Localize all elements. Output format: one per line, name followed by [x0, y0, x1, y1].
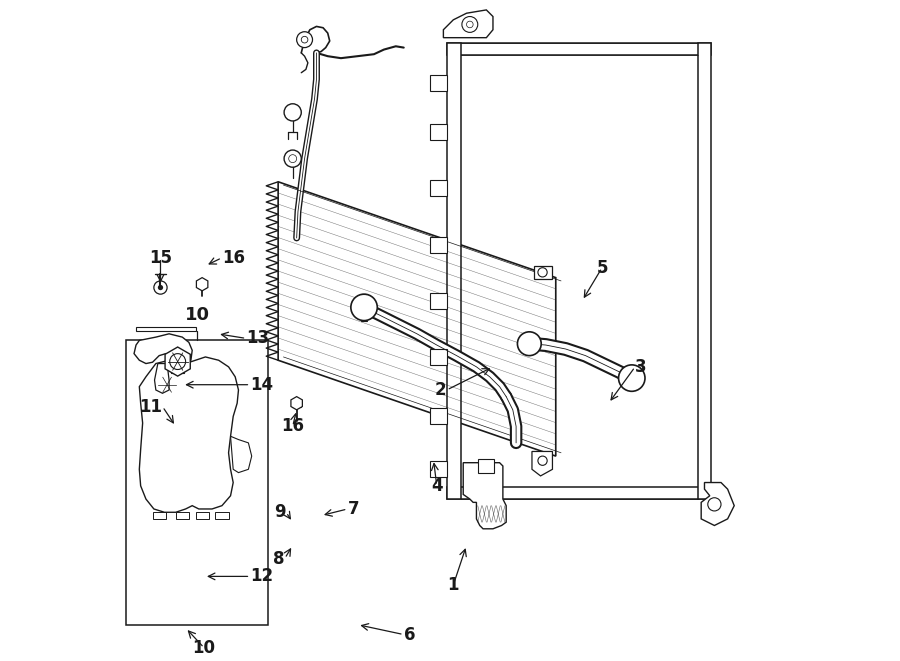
Polygon shape [532, 451, 553, 476]
Text: 13: 13 [247, 329, 269, 348]
Circle shape [618, 365, 645, 391]
Circle shape [462, 17, 478, 32]
Polygon shape [698, 43, 711, 499]
Text: 5: 5 [597, 258, 608, 277]
Text: 7: 7 [347, 500, 359, 518]
Polygon shape [446, 487, 711, 499]
Text: 16: 16 [281, 417, 304, 436]
Text: 9: 9 [274, 503, 286, 522]
Circle shape [538, 456, 547, 465]
Circle shape [158, 285, 163, 290]
Circle shape [538, 268, 547, 277]
Polygon shape [136, 327, 195, 330]
Circle shape [707, 498, 721, 511]
Polygon shape [446, 43, 711, 55]
Polygon shape [430, 237, 446, 253]
Bar [126, 340, 268, 625]
Polygon shape [444, 10, 493, 38]
Polygon shape [430, 124, 446, 140]
Text: 14: 14 [250, 375, 274, 394]
Circle shape [154, 281, 167, 294]
Text: 10: 10 [185, 306, 210, 324]
Circle shape [297, 32, 312, 48]
Polygon shape [446, 43, 461, 499]
Polygon shape [430, 75, 446, 91]
Polygon shape [701, 483, 734, 525]
Polygon shape [464, 463, 506, 529]
Text: 12: 12 [250, 567, 274, 586]
Polygon shape [134, 334, 193, 369]
Text: 16: 16 [222, 249, 245, 267]
Text: 11: 11 [140, 397, 163, 416]
Circle shape [284, 104, 302, 121]
Polygon shape [230, 436, 252, 473]
Circle shape [163, 380, 172, 389]
Text: 2: 2 [435, 381, 446, 399]
Polygon shape [430, 461, 446, 477]
Text: 3: 3 [635, 358, 647, 376]
Polygon shape [140, 357, 238, 512]
Circle shape [170, 354, 185, 369]
Circle shape [351, 294, 377, 321]
Polygon shape [171, 367, 184, 373]
Circle shape [157, 374, 177, 395]
Polygon shape [196, 278, 208, 291]
Text: 8: 8 [274, 549, 284, 568]
Circle shape [284, 150, 302, 167]
Polygon shape [430, 293, 446, 309]
Text: 1: 1 [447, 576, 459, 594]
Polygon shape [291, 397, 302, 410]
Polygon shape [430, 408, 446, 424]
Polygon shape [430, 180, 446, 196]
Text: 6: 6 [404, 625, 415, 644]
Text: 15: 15 [149, 249, 172, 267]
Polygon shape [278, 182, 556, 456]
Polygon shape [479, 459, 494, 473]
Polygon shape [155, 364, 169, 393]
Circle shape [518, 332, 541, 356]
Polygon shape [534, 266, 552, 279]
Text: 4: 4 [431, 477, 443, 495]
Polygon shape [165, 347, 190, 376]
Polygon shape [430, 349, 446, 365]
Text: 10: 10 [193, 639, 216, 657]
